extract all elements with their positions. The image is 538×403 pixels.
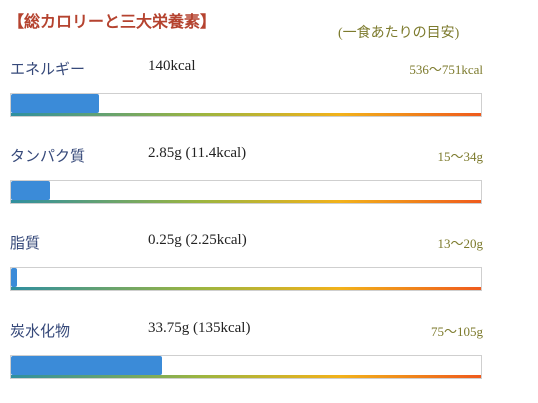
- progress-track: [10, 267, 482, 291]
- progress-fill: [11, 181, 51, 200]
- nutrient-label: 脂質: [10, 236, 41, 252]
- range-text: 13〜20g: [437, 236, 483, 251]
- range-text: 75〜105g: [430, 324, 483, 339]
- title: 【総カロリーと三大栄養素】: [8, 14, 217, 31]
- range-gradient: [11, 287, 481, 290]
- amount-text: 2.85g (11.4kcal): [148, 145, 247, 161]
- progress-track: [10, 180, 482, 204]
- progress-fill: [11, 94, 99, 113]
- amount-text: 33.75g (135kcal): [148, 320, 251, 336]
- amount-text: 0.25g (2.25kcal): [148, 232, 247, 248]
- progress-fill: [11, 268, 17, 287]
- amount-text: 140kcal: [148, 58, 196, 74]
- nutrient-label: タンパク質: [10, 149, 86, 165]
- range-text: 15〜34g: [437, 149, 483, 164]
- subtitle: (一食あたりの目安): [338, 26, 460, 41]
- progress-track: [10, 93, 482, 117]
- range-gradient: [11, 375, 481, 378]
- progress-fill: [11, 356, 163, 375]
- nutrient-label: 炭水化物: [10, 324, 71, 340]
- progress-track: [10, 355, 482, 379]
- nutrient-label: エネルギー: [10, 62, 86, 78]
- range-gradient: [11, 113, 481, 116]
- range-text: 536〜751kcal: [409, 62, 483, 77]
- range-gradient: [11, 200, 481, 203]
